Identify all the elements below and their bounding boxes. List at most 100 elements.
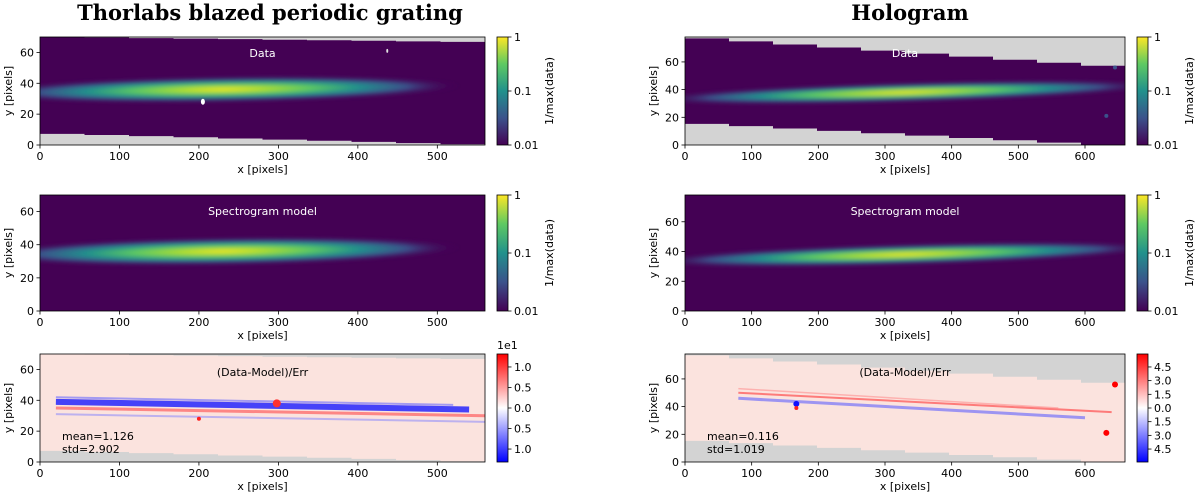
y-tick-label: 20 — [20, 272, 34, 285]
y-tick-label: 60 — [665, 216, 679, 229]
residual-spot — [1112, 381, 1118, 388]
y-tick-label: 40 — [665, 246, 679, 259]
axes-frame — [684, 194, 1126, 312]
colorbar-label: 1/max(data) — [1183, 57, 1196, 125]
y-axis-label: y [pixels] — [647, 66, 660, 116]
x-axis-label: x [pixels] — [237, 480, 287, 493]
panel-l1: 0 100 200 300 400 500 0 20 40 60 x [pixels] y [pixe… — [2, 31, 556, 176]
panel-title: (Data-Model)/Err — [217, 366, 309, 379]
colorbar-tick-label: 0.01 — [514, 305, 539, 318]
heatmap-image — [685, 37, 1125, 145]
y-tick-label: 0 — [27, 305, 34, 318]
residual-spot — [793, 400, 800, 407]
residual-streak — [55, 406, 485, 418]
colorbar-tick-label: 4.5 — [1154, 443, 1172, 456]
colorbar-gradient — [496, 194, 509, 312]
stats-mean: mean=1.126 — [62, 430, 134, 443]
residual-spot — [794, 406, 799, 410]
y-tick-label: 40 — [20, 77, 34, 90]
colorbar-tick-label: 0.01 — [1154, 139, 1179, 152]
hot-pixel — [386, 48, 389, 53]
y-tick-label: 20 — [665, 275, 679, 288]
x-tick-label: 100 — [109, 316, 130, 329]
x-axis-label: x [pixels] — [880, 163, 930, 176]
panel-title: Spectrogram model — [208, 205, 317, 218]
x-tick-label: 600 — [1075, 467, 1096, 480]
stats-std: std=1.019 — [707, 443, 765, 456]
stats-std: std=2.902 — [62, 443, 120, 456]
x-tick-label: 400 — [347, 316, 368, 329]
residual-streak — [55, 396, 454, 406]
x-tick-label: 200 — [808, 150, 829, 163]
x-tick-label: 300 — [268, 150, 289, 163]
panel-title: Spectrogram model — [851, 205, 960, 218]
axes-frame — [39, 36, 486, 146]
colorbar: 1 0.1 0.01 1/max(data) — [1136, 31, 1196, 152]
y-tick-label: 0 — [672, 139, 679, 152]
panel-l3: 0 100 200 300 400 500 0 20 40 60 x [pixels] y [pixe… — [2, 339, 532, 493]
colorbar-gradient — [496, 353, 509, 463]
x-tick-label: 500 — [427, 467, 448, 480]
residual-streak — [55, 398, 470, 413]
residual-streak — [55, 413, 485, 423]
x-tick-label: 0 — [37, 316, 44, 329]
heatmap-image — [40, 195, 485, 311]
x-tick-label: 100 — [109, 467, 130, 480]
colorbar-tick-label: 3.0 — [1154, 375, 1172, 388]
y-tick-label: 40 — [20, 239, 34, 252]
x-tick-label: 300 — [875, 150, 896, 163]
panel-l2: 0 100 200 300 400 500 0 20 40 60 x [pixels] y [pixe… — [2, 189, 556, 342]
x-tick-label: 0 — [37, 467, 44, 480]
x-tick-label: 500 — [427, 316, 448, 329]
x-axis-label: x [pixels] — [880, 329, 930, 342]
panel-title: Data — [249, 47, 275, 60]
axes-frame — [684, 353, 1126, 463]
colorbar-tick-label: 1 — [514, 31, 521, 44]
colorbar-tick-label: 1 — [1154, 31, 1161, 44]
x-tick-label: 200 — [808, 316, 829, 329]
colorbar-gradient — [496, 36, 509, 146]
x-tick-label: 200 — [808, 467, 829, 480]
x-tick-label: 200 — [188, 316, 209, 329]
x-tick-label: 200 — [188, 150, 209, 163]
axes-frame — [39, 353, 486, 463]
left-column-title: Thorlabs blazed periodic grating — [77, 0, 463, 25]
x-tick-label: 500 — [1008, 150, 1029, 163]
y-tick-label: 60 — [665, 56, 679, 69]
colorbar: 1.0 0.5 0.0 0.5 1.0 1e1 — [496, 339, 532, 463]
colorbar-tick-label: 0.01 — [514, 139, 539, 152]
colorbar-tick-label: 4.5 — [1154, 361, 1172, 374]
y-axis-label: y [pixels] — [2, 66, 15, 116]
y-tick-label: 60 — [665, 373, 679, 386]
colorbar-tick-label: 0.1 — [514, 247, 532, 260]
residual-spot — [1103, 429, 1110, 436]
y-tick-label: 0 — [672, 456, 679, 469]
colorbar: 4.53.01.50.01.53.04.5 — [1136, 353, 1172, 463]
panel-title: Data — [892, 47, 918, 60]
colorbar-tick-label: 1.5 — [1154, 416, 1172, 429]
x-tick-label: 300 — [875, 467, 896, 480]
colorbar-tick-label: 0.5 — [514, 423, 532, 436]
x-axis-label: x [pixels] — [237, 329, 287, 342]
colorbar-gradient — [1136, 194, 1149, 312]
y-tick-label: 0 — [672, 305, 679, 318]
y-tick-label: 60 — [20, 46, 34, 59]
residual-spot — [196, 416, 201, 421]
spectrum-trace — [685, 242, 1125, 267]
colorbar-gradient — [1136, 36, 1149, 146]
hot-pixel — [1113, 65, 1117, 70]
x-tick-label: 0 — [682, 316, 689, 329]
x-tick-label: 100 — [741, 467, 762, 480]
axes-frame — [684, 36, 1126, 146]
colorbar-tick-label: 0.0 — [1154, 402, 1172, 415]
y-tick-label: 60 — [20, 363, 34, 376]
x-tick-label: 0 — [37, 150, 44, 163]
colorbar-tick-label: 0.1 — [514, 85, 532, 98]
colorbar-label: 1/max(data) — [1183, 219, 1196, 287]
colorbar-tick-label: 0.01 — [1154, 305, 1179, 318]
y-tick-label: 0 — [27, 456, 34, 469]
x-tick-label: 400 — [941, 316, 962, 329]
x-axis-label: x [pixels] — [237, 163, 287, 176]
x-tick-label: 500 — [1008, 316, 1029, 329]
